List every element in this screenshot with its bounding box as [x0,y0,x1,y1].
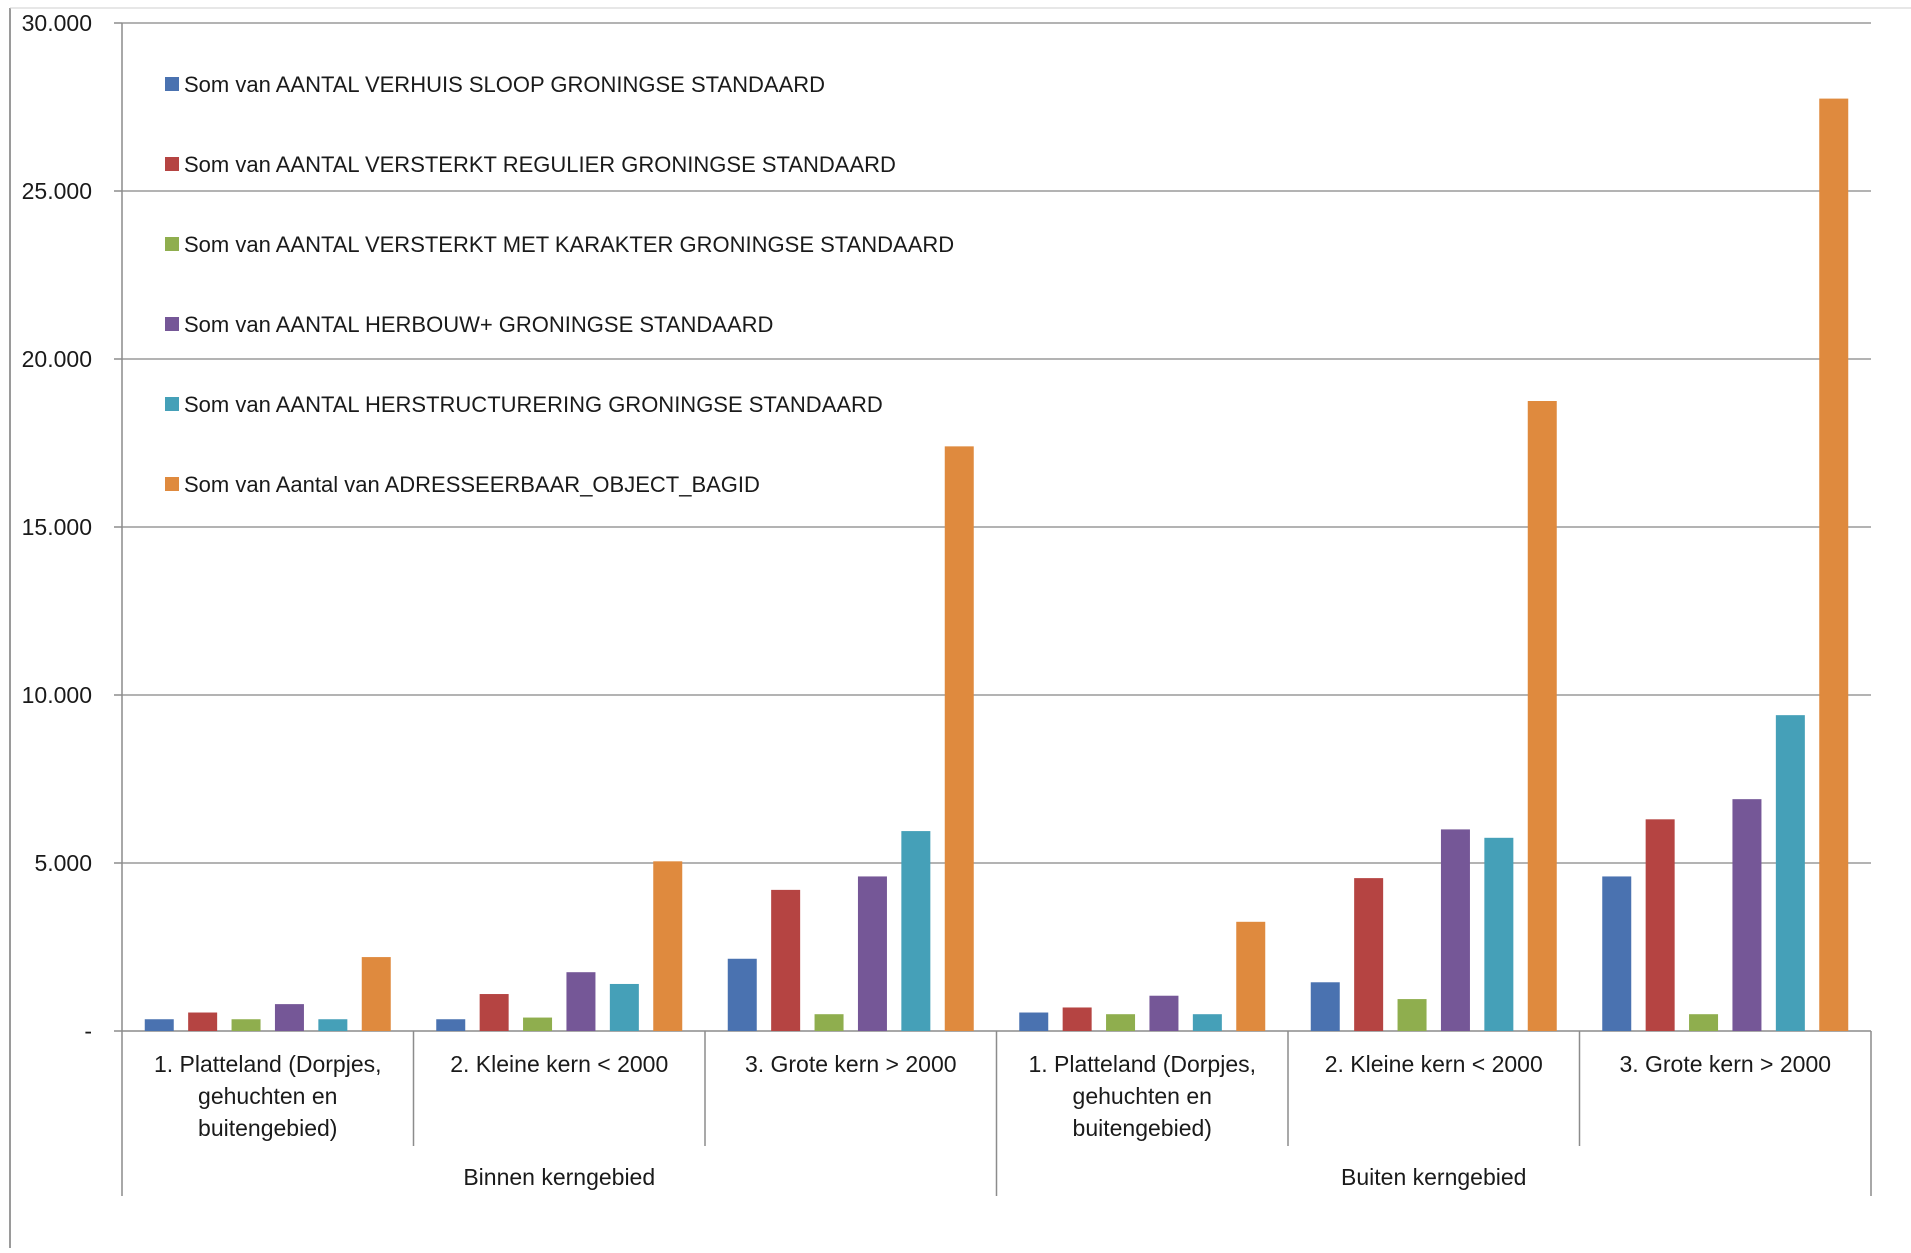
bar [1645,819,1675,1031]
bar [1527,401,1557,1031]
y-tick-label: 15.000 [22,514,92,540]
bar [566,972,596,1031]
gridlines [122,22,1871,864]
bar [1236,921,1266,1031]
legend-label: Som van AANTAL VERSTERKT MET KARAKTER GR… [184,232,954,257]
y-tick-label: 30.000 [22,10,92,36]
y-tick-label: 10.000 [22,682,92,708]
legend-label: Som van AANTAL HERBOUW+ GRONINGSE STANDA… [184,312,773,337]
bar [1819,98,1849,1032]
y-tick-label: - [84,1018,92,1044]
bar [609,983,639,1031]
bar [318,1019,348,1031]
legend-swatch [165,237,179,251]
x-group-label: Buiten kerngebied [1341,1164,1526,1190]
bar [523,1017,553,1031]
legend-label: Som van Aantal van ADRESSEERBAAR_OBJECT_… [184,472,760,497]
bar [1732,799,1762,1031]
bar [1354,878,1384,1031]
bar [1310,982,1340,1031]
x-category-label: 2. Kleine kern < 2000 [1325,1051,1543,1077]
bar [274,1004,304,1031]
legend: Som van AANTAL VERHUIS SLOOP GRONINGSE S… [165,72,954,497]
bar [1689,1014,1719,1031]
legend-swatch [165,77,179,91]
x-group-label: Binnen kerngebied [463,1164,655,1190]
bar [1062,1007,1092,1031]
x-category-label: 2. Kleine kern < 2000 [450,1051,668,1077]
y-tick-label: 25.000 [22,178,92,204]
legend-label: Som van AANTAL HERSTRUCTURERING GRONINGS… [184,392,883,417]
bar [1602,876,1632,1031]
bars [144,98,1849,1032]
legend-label: Som van AANTAL VERSTERKT REGULIER GRONIN… [184,152,896,177]
y-tick-label: 20.000 [22,346,92,372]
bar [479,994,509,1031]
bar [1484,837,1514,1031]
bar [1397,999,1427,1031]
bar [144,1019,174,1031]
x-category-label: gehuchten en [198,1083,337,1109]
bar [1440,829,1470,1031]
bar [857,876,887,1031]
legend-label: Som van AANTAL VERHUIS SLOOP GRONINGSE S… [184,72,825,97]
x-category-label: gehuchten en [1073,1083,1212,1109]
bar [1149,995,1179,1031]
bar [814,1014,844,1031]
bar [771,889,801,1031]
y-tick-label: 5.000 [34,850,92,876]
legend-swatch [165,397,179,411]
bar [231,1019,261,1031]
x-axis-labels: 1. Platteland (Dorpjes, gehuchten en buite… [154,1051,1831,1190]
bar [1106,1014,1136,1031]
bar [1019,1012,1049,1031]
axes: - 5.000 10.000 15.000 20.000 25.000 30.000 [9,7,1911,1248]
bar [901,831,931,1031]
x-category-label: 3. Grote kern > 2000 [745,1051,957,1077]
legend-swatch [165,317,179,331]
x-category-label: 1. Platteland (Dorpjes, [1028,1051,1256,1077]
bar [944,446,974,1031]
bar [361,957,391,1031]
x-category-label: buitengebied) [198,1115,337,1141]
x-category-label: 3. Grote kern > 2000 [1619,1051,1831,1077]
legend-swatch [165,477,179,491]
bar [436,1019,466,1031]
bar [653,861,683,1031]
bar [1775,715,1805,1031]
x-category-label: 1. Platteland (Dorpjes, [154,1051,382,1077]
bar [727,958,757,1031]
bar [1192,1014,1222,1031]
x-category-label: buitengebied) [1073,1115,1212,1141]
legend-swatch [165,157,179,171]
bar [188,1012,218,1031]
